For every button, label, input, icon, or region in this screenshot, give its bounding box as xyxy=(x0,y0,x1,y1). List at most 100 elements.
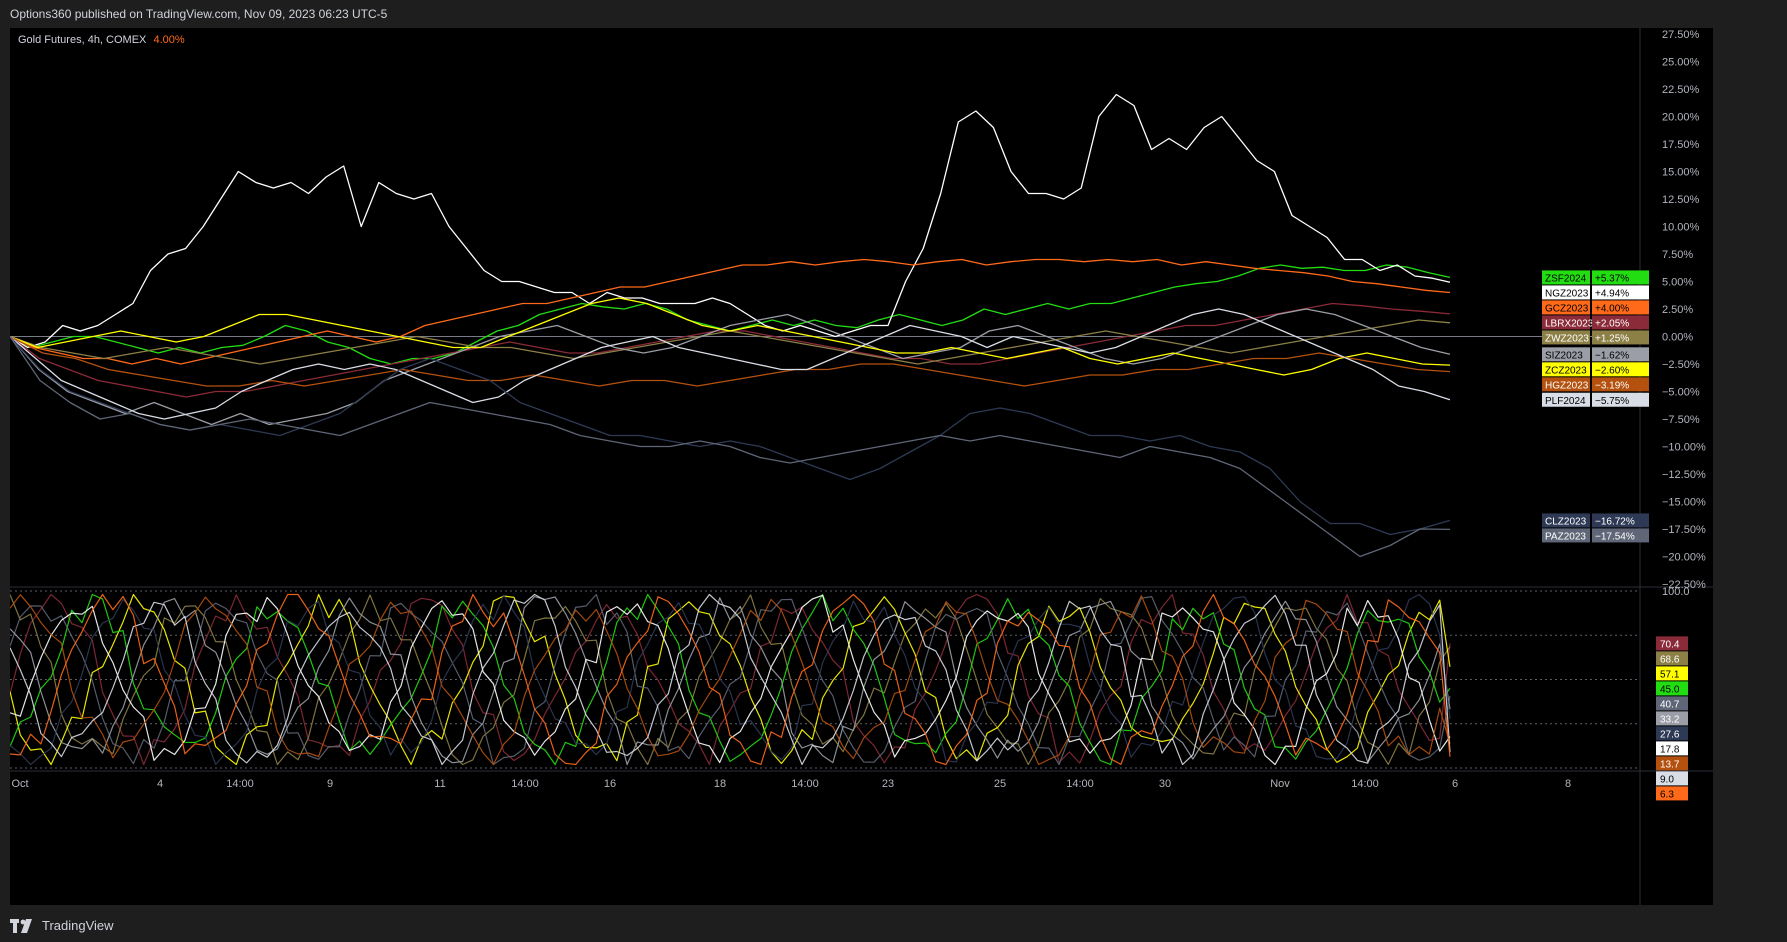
chart-canvas[interactable]: 27.50% 25.00% 22.50% 20.00% 17.50% 15.00% 12.5… xyxy=(10,28,1713,905)
y-tick-label: −2.50% xyxy=(1662,359,1700,371)
osc-value-tag xyxy=(1656,771,1688,786)
series-name-tag xyxy=(1542,330,1590,345)
series-value-tag xyxy=(1592,315,1649,330)
osc-line xyxy=(10,593,1451,766)
series-value-label: −5.75% xyxy=(1595,396,1629,407)
x-tick-label: Oct xyxy=(11,778,28,790)
tradingview-icon xyxy=(10,918,36,933)
series-value-label: +1.25% xyxy=(1595,333,1629,344)
y-tick-label: 10.00% xyxy=(1662,222,1700,234)
y-tick-label: −12.50% xyxy=(1662,469,1706,481)
series-line-SIZ2023 xyxy=(10,308,1451,426)
osc-value-tag xyxy=(1656,666,1688,681)
y-tick-label: −17.50% xyxy=(1662,524,1706,536)
series-value-label: −17.54% xyxy=(1595,531,1635,542)
osc-y-tick-label: 100.0 xyxy=(1662,586,1690,598)
series-name-label: ZWZ2023 xyxy=(1545,333,1589,344)
x-tick-label: 23 xyxy=(882,778,894,790)
x-tick-label: 25 xyxy=(994,778,1006,790)
y-tick-label: −15.00% xyxy=(1662,497,1706,509)
series-name-label: NGZ2023 xyxy=(1545,288,1589,299)
osc-value-label: 70.4 xyxy=(1660,639,1680,650)
series-name-label: LBRX2023 xyxy=(1545,318,1594,329)
osc-line xyxy=(10,595,1451,766)
series-line-ZCZ2023 xyxy=(10,297,1451,376)
x-tick-label: 18 xyxy=(714,778,726,790)
y-tick-label: 7.50% xyxy=(1662,249,1693,261)
series-line-CLZ2023 xyxy=(10,336,1451,536)
series-name-label: HGZ2023 xyxy=(1545,380,1589,391)
y-tick-label: 12.50% xyxy=(1662,194,1700,206)
x-tick-label: 4 xyxy=(157,778,163,790)
tradingview-logo[interactable]: TradingView xyxy=(10,918,114,933)
series-line-ZWZ2023 xyxy=(10,319,1451,365)
series-name-label: ZSF2024 xyxy=(1545,273,1587,284)
x-tick-label: 6 xyxy=(1452,778,1458,790)
osc-value-label: 27.6 xyxy=(1660,729,1680,740)
chart-area[interactable]: 27.50% 25.00% 22.50% 20.00% 17.50% 15.00% 12.5… xyxy=(10,28,1713,905)
series-line-GCZ2023 xyxy=(10,258,1451,365)
series-value-label: +5.37% xyxy=(1595,273,1629,284)
series-value-label: +4.00% xyxy=(1595,303,1629,314)
osc-value-tag xyxy=(1656,651,1688,666)
series-name-tag xyxy=(1542,513,1590,528)
x-tick-label: 14:00 xyxy=(1066,778,1094,790)
series-line-PLF2024 xyxy=(10,308,1451,420)
y-tick-label: 25.00% xyxy=(1662,57,1700,69)
series-value-label: +4.94% xyxy=(1595,288,1629,299)
y-tick-label: 27.50% xyxy=(1662,29,1700,41)
footer: TradingView xyxy=(0,905,1787,942)
series-name-label: GCZ2023 xyxy=(1545,303,1589,314)
osc-value-label: 57.1 xyxy=(1660,669,1680,680)
series-value-tag xyxy=(1592,330,1649,345)
series-value-label: −1.62% xyxy=(1595,350,1629,361)
osc-value-label: 9.0 xyxy=(1660,774,1674,785)
series-name-label: SIZ2023 xyxy=(1545,350,1583,361)
osc-value-tag xyxy=(1656,681,1688,696)
series-value-tag xyxy=(1592,513,1649,528)
y-tick-label: 5.00% xyxy=(1662,277,1693,289)
series-line-ZSF2024 xyxy=(10,264,1451,365)
osc-value-label: 45.0 xyxy=(1660,684,1680,695)
symbol-title: Gold Futures, 4h, COMEX xyxy=(18,34,147,46)
y-tick-label: 0.00% xyxy=(1662,332,1693,344)
series-line-LBRX2023 xyxy=(10,302,1451,398)
x-tick-label: 8 xyxy=(1565,778,1571,790)
osc-value-tag xyxy=(1656,711,1688,726)
y-tick-label: 15.00% xyxy=(1662,167,1700,179)
osc-value-label: 6.3 xyxy=(1660,789,1674,800)
series-value-label: −16.72% xyxy=(1595,516,1635,527)
series-name-label: PAZ2023 xyxy=(1545,531,1586,542)
osc-line xyxy=(10,594,1451,766)
symbol-change: 4.00% xyxy=(153,34,185,46)
x-tick-label: Nov xyxy=(1270,778,1290,790)
series-name-tag xyxy=(1542,528,1590,543)
series-value-label: +2.05% xyxy=(1595,318,1629,329)
series-value-tag xyxy=(1592,270,1649,285)
series-name-tag xyxy=(1542,315,1590,330)
x-tick-label: 16 xyxy=(604,778,616,790)
osc-value-label: 17.8 xyxy=(1660,744,1680,755)
y-tick-label: 20.00% xyxy=(1662,112,1700,124)
series-name-tag xyxy=(1542,347,1590,362)
y-tick-label: −10.00% xyxy=(1662,442,1706,454)
series-value-tag xyxy=(1592,347,1649,362)
x-tick-label: 9 xyxy=(327,778,333,790)
osc-value-label: 40.7 xyxy=(1660,699,1680,710)
x-tick-label: 30 xyxy=(1159,778,1171,790)
x-tick-label: 14:00 xyxy=(1351,778,1379,790)
series-name-tag xyxy=(1542,285,1590,300)
published-header: Options360 published on TradingView.com,… xyxy=(0,0,1787,28)
osc-value-tag xyxy=(1656,756,1688,771)
osc-value-tag xyxy=(1656,696,1688,711)
osc-line xyxy=(10,594,1451,766)
osc-line xyxy=(10,593,1451,766)
osc-line xyxy=(10,593,1451,766)
brand-label: TradingView xyxy=(42,918,114,933)
series-line-NGZ2023 xyxy=(10,93,1451,349)
osc-value-tag xyxy=(1656,726,1688,741)
osc-value-tag xyxy=(1656,636,1688,651)
series-value-tag xyxy=(1592,392,1649,407)
osc-line xyxy=(10,593,1451,766)
osc-value-label: 13.7 xyxy=(1660,759,1680,770)
